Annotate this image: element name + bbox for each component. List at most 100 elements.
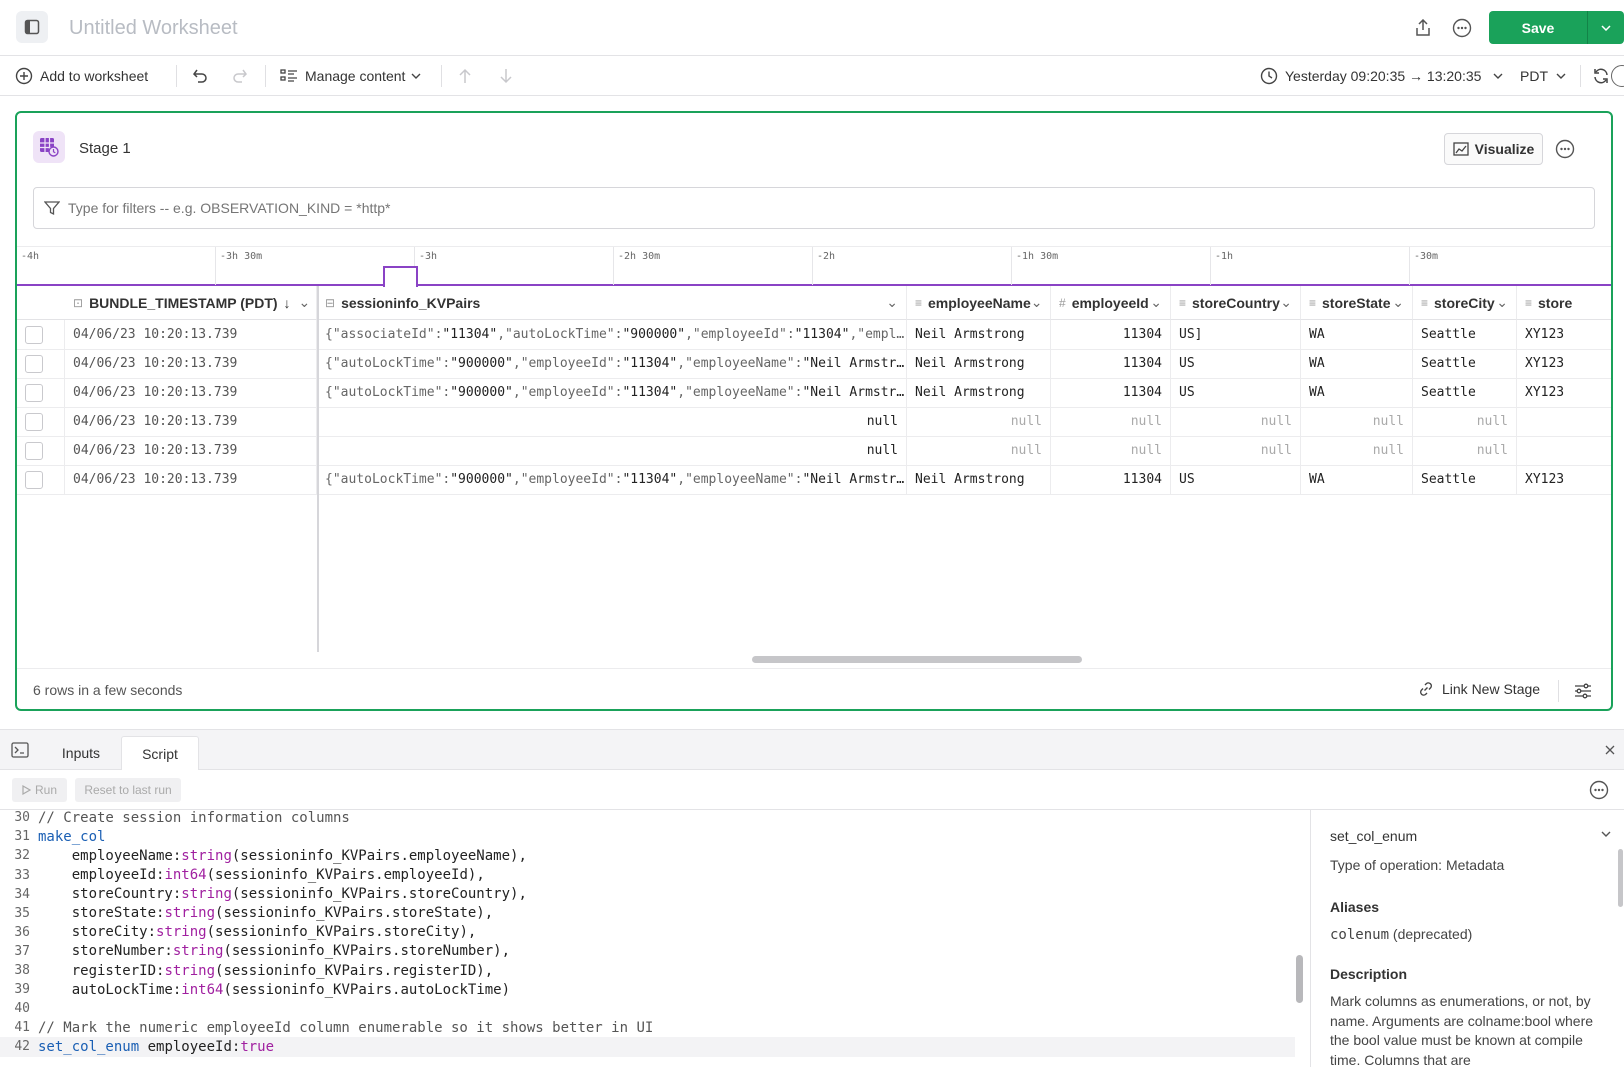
table-cell-storeState[interactable]: WA (1301, 320, 1413, 349)
code-line[interactable]: 34 storeCountry:string(sessioninfo_KVPai… (0, 884, 1295, 904)
tab-inputs[interactable]: Inputs (61, 745, 101, 761)
table-cell-storeCountry[interactable]: US (1171, 349, 1301, 378)
table-row[interactable]: 04/06/23 10:20:13.739{"autoLockTime": "90… (17, 465, 1611, 495)
table-cell-ts[interactable]: 04/06/23 10:20:13.739 (65, 465, 317, 494)
table-cell-storeCountry[interactable]: null (1171, 436, 1301, 465)
horizontal-scrollbar[interactable] (752, 656, 1082, 663)
table-cell-storeCountry[interactable]: null (1171, 407, 1301, 436)
filter-input[interactable] (68, 188, 1594, 228)
script-editor[interactable]: 30// Create session information columns 3… (0, 810, 1310, 1067)
table-cell-storeCountry[interactable]: US (1171, 465, 1301, 494)
column-header-employeename[interactable]: ≡ employeeName ⌄ (907, 286, 1051, 320)
table-cell-ts[interactable]: 04/06/23 10:20:13.739 (65, 320, 317, 349)
table-cell-store[interactable]: XY123 (1517, 349, 1611, 378)
link-new-stage-button[interactable]: Link New Stage (1418, 681, 1540, 697)
table-cell-employeeId[interactable]: 11304 (1051, 349, 1171, 378)
move-up-icon[interactable] (458, 56, 472, 96)
column-header-storestate[interactable]: ≡ storeState ⌄ (1301, 286, 1413, 320)
chevron-down-icon[interactable] (1598, 826, 1614, 842)
table-cell-store[interactable]: XY123 (1517, 465, 1611, 494)
code-line[interactable]: 32 employeeName:string(sessioninfo_KVPai… (0, 846, 1295, 866)
table-cell-employeeName[interactable]: null (907, 436, 1051, 465)
table-cell-employeeName[interactable]: Neil Armstrong (907, 349, 1051, 378)
table-cell-storeCity[interactable]: null (1413, 436, 1517, 465)
refresh-icon[interactable] (1592, 56, 1610, 96)
time-range-picker[interactable]: Yesterday 09:20:35 → 13:20:35 (1260, 56, 1503, 96)
stage-name[interactable]: Stage 1 (79, 140, 131, 157)
auto-refresh-toggle[interactable] (1611, 65, 1624, 87)
help-scrollbar[interactable] (1618, 849, 1623, 907)
table-cell-employeeId[interactable]: null (1051, 407, 1171, 436)
table-row[interactable]: 04/06/23 10:20:13.739{"autoLockTime": "90… (17, 378, 1611, 408)
table-cell-employeeName[interactable]: Neil Armstrong (907, 320, 1051, 349)
code-line[interactable]: 31 make_col (0, 827, 1295, 847)
chevron-down-icon[interactable]: ⌄ (298, 294, 311, 310)
row-checkbox[interactable] (25, 384, 43, 402)
run-button[interactable]: Run (12, 778, 67, 802)
timeline-histogram[interactable]: -4h -3h 30m -3h -2h 30m -2h -1h 30m -1h … (17, 246, 1611, 287)
table-cell-store[interactable] (1517, 436, 1611, 465)
timeline-bar[interactable] (383, 266, 418, 287)
share-icon[interactable] (1412, 17, 1434, 39)
timezone-select[interactable]: PDT (1520, 56, 1566, 96)
move-down-icon[interactable] (499, 56, 513, 96)
table-cell-store[interactable] (1517, 407, 1611, 436)
terminal-icon[interactable] (10, 740, 30, 760)
table-cell-storeCity[interactable]: Seattle (1413, 349, 1517, 378)
column-header-storecountry[interactable]: ≡ storeCountry ⌄ (1171, 286, 1301, 320)
table-cell-storeCity[interactable]: null (1413, 407, 1517, 436)
code-line[interactable]: 41 // Mark the numeric employeeId column … (0, 1018, 1295, 1038)
worksheet-title[interactable]: Untitled Worksheet (69, 17, 238, 39)
table-row[interactable]: 04/06/23 10:20:13.739{"associateId": "113… (17, 320, 1611, 350)
table-cell-employeeName[interactable]: Neil Armstrong (907, 465, 1051, 494)
redo-icon[interactable] (231, 56, 249, 96)
table-cell-kv[interactable]: null (317, 436, 907, 465)
table-cell-storeCountry[interactable]: US] (1171, 320, 1301, 349)
table-cell-storeState[interactable]: WA (1301, 465, 1413, 494)
table-cell-kv[interactable]: {"autoLockTime": "900000", "employeeId": "1… (317, 465, 907, 494)
code-line[interactable]: 33 employeeId:int64(sessioninfo_KVPairs.… (0, 865, 1295, 885)
table-cell-employeeId[interactable]: null (1051, 436, 1171, 465)
save-button[interactable]: Save (1489, 11, 1624, 44)
table-cell-ts[interactable]: 04/06/23 10:20:13.739 (65, 407, 317, 436)
manage-content-button[interactable]: Manage content (280, 56, 421, 96)
table-row[interactable]: 04/06/23 10:20:13.739 null null null null nul… (17, 407, 1611, 437)
table-cell-storeCity[interactable]: Seattle (1413, 378, 1517, 407)
table-cell-kv[interactable]: {"autoLockTime": "900000", "employeeId": "1… (317, 378, 907, 407)
code-line[interactable]: 36 storeCity:string(sessioninfo_KVPairs.… (0, 923, 1295, 943)
table-cell-storeState[interactable]: WA (1301, 378, 1413, 407)
reset-to-last-run-button[interactable]: Reset to last run (75, 778, 181, 802)
chevron-down-icon[interactable]: ⌄ (1280, 294, 1292, 310)
sort-desc-icon[interactable]: ↓ (283, 294, 291, 311)
table-cell-ts[interactable]: 04/06/23 10:20:13.739 (65, 378, 317, 407)
save-dropdown-chevron-icon[interactable] (1587, 11, 1624, 44)
table-cell-storeCountry[interactable]: US (1171, 378, 1301, 407)
code-line[interactable]: 39 autoLockTime:int64(sessioninfo_KVPair… (0, 980, 1295, 1000)
table-cell-employeeId[interactable]: 11304 (1051, 465, 1171, 494)
table-cell-ts[interactable]: 04/06/23 10:20:13.739 (65, 349, 317, 378)
table-cell-storeState[interactable]: null (1301, 407, 1413, 436)
chevron-down-icon[interactable]: ⌄ (1030, 294, 1043, 310)
more-options-icon[interactable] (1450, 16, 1474, 40)
table-cell-storeState[interactable]: WA (1301, 349, 1413, 378)
chevron-down-icon[interactable]: ⌄ (1496, 294, 1508, 310)
table-cell-employeeName[interactable]: null (907, 407, 1051, 436)
table-row[interactable]: 04/06/23 10:20:13.739 null null null null nul… (17, 436, 1611, 466)
column-header-storecity[interactable]: ≡ storeCity ⌄ (1413, 286, 1517, 320)
row-checkbox[interactable] (25, 471, 43, 489)
stage-more-options-icon[interactable] (1553, 137, 1577, 161)
code-line[interactable]: 40 (0, 999, 1295, 1019)
code-line[interactable]: 42 set_col_enum employeeId:true (0, 1037, 1295, 1057)
table-cell-kv[interactable]: {"associateId": "11304", "autoLockTime": "9… (317, 320, 907, 349)
table-cell-store[interactable]: XY123 (1517, 378, 1611, 407)
sidebar-toggle-icon[interactable] (16, 11, 48, 43)
table-cell-storeState[interactable]: null (1301, 436, 1413, 465)
editor-scrollbar[interactable] (1296, 955, 1303, 1003)
table-cell-kv[interactable]: null (317, 407, 907, 436)
settings-sliders-icon[interactable] (1572, 680, 1594, 702)
code-line[interactable]: 35 storeState:string(sessioninfo_KVPairs… (0, 904, 1295, 924)
chevron-down-icon[interactable]: ⌄ (1150, 294, 1162, 310)
undo-icon[interactable] (191, 56, 209, 96)
script-more-options-icon[interactable] (1588, 779, 1610, 801)
close-icon[interactable] (1602, 742, 1618, 758)
